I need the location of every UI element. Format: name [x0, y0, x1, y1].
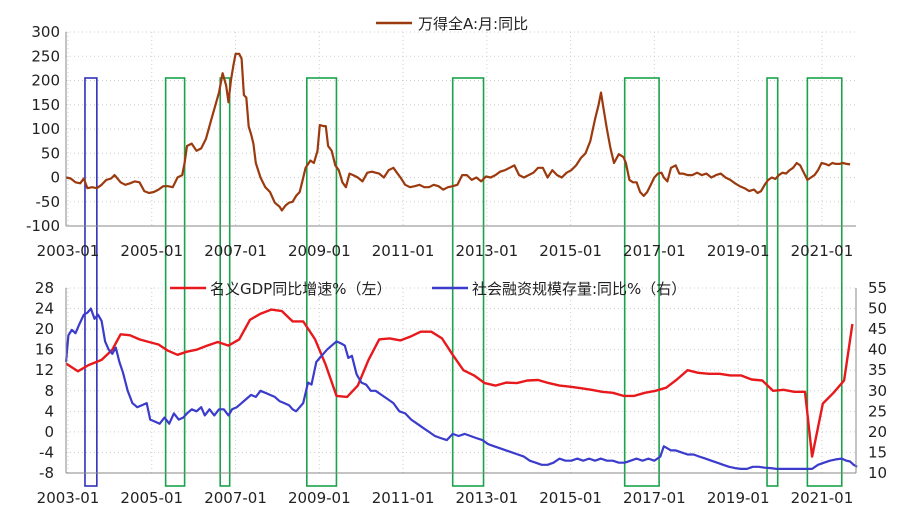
- bottom-right-y-tick-label: 15: [868, 443, 887, 461]
- top-legend: 万得全A:月:同比: [376, 15, 528, 33]
- bottom-x-tick-label: 2013-01: [456, 489, 519, 507]
- bottom-left-y-tick-label: -4: [39, 443, 54, 461]
- bottom-right-y-tick-label: 55: [868, 279, 887, 297]
- series-wind-all-a-yoy: [65, 52, 851, 212]
- top-y-tick-label: 50: [41, 144, 60, 162]
- top-x-tick-label: 2003-01: [37, 242, 100, 260]
- top-x-tick-label: 2011-01: [372, 242, 435, 260]
- bottom-legend-label-social-financing: 社会融资规模存量:同比%（右）: [472, 280, 686, 298]
- top-y-tick-label: 200: [31, 72, 60, 90]
- bottom-left-y-tick-label: 24: [35, 300, 54, 318]
- bottom-right-y-tick-label: 10: [868, 464, 887, 482]
- top-x-tick-label: 2021-01: [791, 242, 854, 260]
- bottom-right-y-tick-label: 50: [868, 300, 887, 318]
- blue-highlight-box: [84, 77, 98, 487]
- bottom-x-tick-label: 2007-01: [204, 489, 267, 507]
- bottom-left-y-tick-label: 20: [35, 320, 54, 338]
- bottom-right-y-tick-label: 25: [868, 402, 887, 420]
- bottom-x-tick-label: 2017-01: [623, 489, 686, 507]
- top-y-tick-label: 250: [31, 47, 60, 65]
- green-highlight-box: [164, 77, 186, 487]
- top-y-tick-label: 0: [50, 169, 60, 187]
- green-highlight-box: [451, 77, 485, 487]
- highlight-boxes: [84, 77, 843, 487]
- bottom-left-y-tick-label: 28: [35, 279, 54, 297]
- bottom-legend-label-gdp: 名义GDP同比增速%（左）: [210, 280, 391, 298]
- bottom-x-tick-label: 2015-01: [539, 489, 602, 507]
- bottom-x-tick-label: 2019-01: [707, 489, 770, 507]
- top-y-tick-label: -100: [26, 217, 60, 235]
- bottom-legend: 名义GDP同比增速%（左） 社会融资规模存量:同比%（右）: [170, 280, 686, 298]
- bottom-x-tick-label: 2003-01: [37, 489, 100, 507]
- bottom-left-y-tick-label: 8: [44, 382, 54, 400]
- bottom-left-y-tick-label: 16: [35, 341, 54, 359]
- bottom-left-y-tick-label: 0: [44, 423, 54, 441]
- top-legend-label: 万得全A:月:同比: [418, 15, 528, 33]
- top-y-tick-label: 300: [31, 23, 60, 41]
- top-x-tick-label: 2017-01: [623, 242, 686, 260]
- top-x-tick-label: 2007-01: [204, 242, 267, 260]
- green-highlight-box: [766, 77, 779, 487]
- bottom-right-y-tick-label: 30: [868, 382, 887, 400]
- top-x-tick-label: 2013-01: [456, 242, 519, 260]
- bottom-x-tick-label: 2005-01: [120, 489, 183, 507]
- bottom-right-y-tick-label: 20: [868, 423, 887, 441]
- top-y-tick-label: 150: [31, 96, 60, 114]
- bottom-x-tick-label: 2011-01: [372, 489, 435, 507]
- bottom-left-y-tick-label: 12: [35, 361, 54, 379]
- series-social-financing-yoy: [64, 307, 858, 470]
- bottom-left-y-tick-label: -8: [39, 464, 54, 482]
- top-x-tick-label: 2019-01: [707, 242, 770, 260]
- top-x-tick-label: 2009-01: [288, 242, 351, 260]
- bottom-left-y-tick-label: 4: [44, 402, 54, 420]
- series-layer: [64, 52, 858, 470]
- top-y-tick-label: 100: [31, 120, 60, 138]
- bottom-right-y-tick-label: 40: [868, 341, 887, 359]
- top-x-tick-label: 2015-01: [539, 242, 602, 260]
- bottom-x-tick-label: 2021-01: [791, 489, 854, 507]
- top-x-tick-label: 2005-01: [120, 242, 183, 260]
- green-highlight-box: [623, 77, 660, 487]
- bottom-gridlines: [66, 287, 856, 474]
- top-y-tick-label: -50: [36, 193, 61, 211]
- bottom-right-y-tick-label: 45: [868, 320, 887, 338]
- green-highlight-box: [806, 77, 843, 487]
- green-highlight-box: [305, 77, 338, 487]
- bottom-right-y-tick-label: 35: [868, 361, 887, 379]
- bottom-x-tick-label: 2009-01: [288, 489, 351, 507]
- series-nominal-gdp-yoy: [65, 308, 854, 458]
